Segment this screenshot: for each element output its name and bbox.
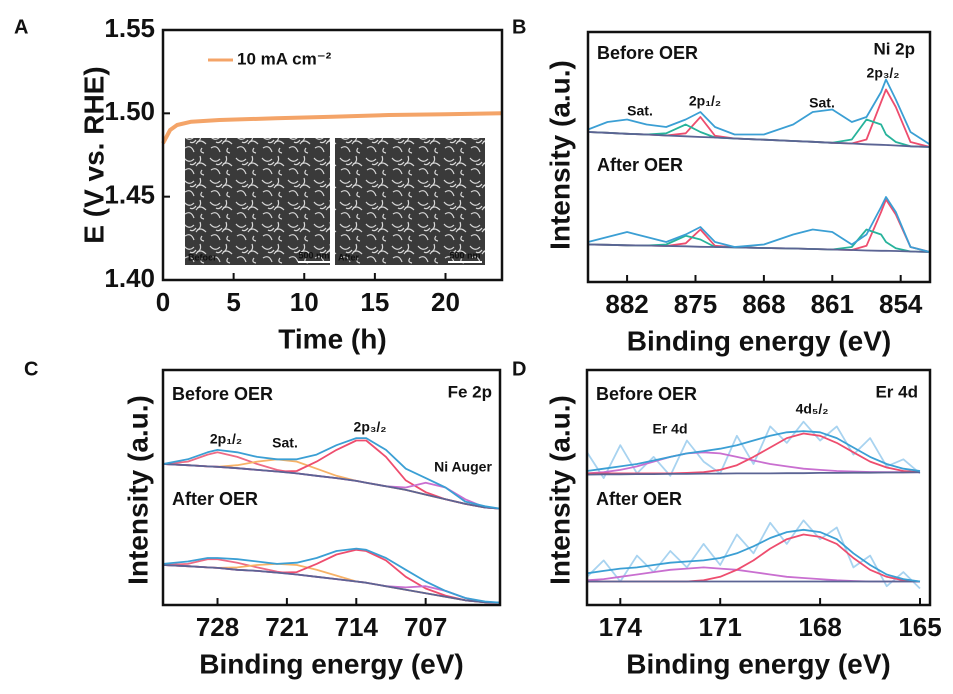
annotation: Before OER — [597, 43, 698, 63]
series-line — [162, 547, 501, 604]
annotation: Fe 2p — [448, 382, 492, 401]
series-line — [586, 471, 921, 476]
x-axis-label: Binding energy (eV) — [199, 648, 463, 679]
series-line — [586, 519, 921, 590]
series-line — [586, 420, 921, 479]
panel-label: A — [14, 16, 28, 38]
plot-frame — [586, 30, 932, 284]
x-tick-label: 882 — [605, 289, 648, 319]
plot-frame — [161, 368, 502, 607]
series-line — [587, 78, 931, 146]
annotation: Er 4d — [652, 421, 687, 437]
annotation: After OER — [596, 489, 682, 509]
x-tick-label: 174 — [599, 612, 643, 642]
annotation: 500 nm — [298, 250, 329, 260]
annotation: After OER — [597, 155, 683, 175]
legend-label: 10 mA cm⁻² — [237, 49, 332, 68]
y-axis-label: Intensity (a.u.) — [122, 395, 153, 585]
y-axis-label: E (V vs. RHE) — [78, 66, 109, 243]
annotation: 2p₃/₂ — [867, 65, 900, 81]
series-line — [586, 528, 921, 583]
x-tick-label: 10 — [290, 287, 319, 317]
y-tick-label: 1.40 — [104, 263, 155, 293]
x-tick-label: 165 — [898, 612, 941, 642]
x-axis-label: Binding energy (eV) — [627, 325, 891, 356]
annotation: After OER — [172, 489, 258, 509]
y-axis-label: Intensity (a.u.) — [544, 60, 575, 250]
annotation: Ni Auger — [434, 459, 492, 475]
x-tick-label: 15 — [360, 287, 389, 317]
x-tick-label: 714 — [335, 612, 379, 642]
sem-image-after — [335, 138, 485, 265]
annotation: Before OER — [596, 384, 697, 404]
series-line — [587, 131, 931, 148]
annotation: Er 4d — [875, 382, 918, 401]
series-line — [587, 243, 931, 253]
annotation: 4d₅/₂ — [796, 401, 829, 417]
x-tick-label: 0 — [156, 287, 170, 317]
series-line — [587, 118, 931, 148]
y-tick-label: 1.45 — [104, 180, 155, 210]
series-line — [162, 564, 501, 604]
panel-label: C — [24, 358, 38, 380]
x-tick-label: 875 — [674, 289, 717, 319]
annotation: Before OER — [172, 384, 273, 404]
x-tick-label: 728 — [196, 612, 239, 642]
y-tick-label: 1.55 — [104, 13, 155, 43]
series-line — [162, 463, 501, 510]
x-tick-label: 168 — [798, 612, 841, 642]
annotation: Sat. — [809, 95, 835, 111]
series-line — [161, 111, 503, 145]
panel-label: D — [512, 358, 526, 380]
x-tick-label: 707 — [404, 612, 447, 642]
annotation: Sat. — [627, 103, 653, 119]
panel-label: B — [512, 16, 526, 38]
series-line — [586, 430, 921, 472]
annotation: 500 nm — [449, 250, 480, 260]
series-line — [162, 437, 501, 510]
annotation: After — [338, 252, 359, 262]
series-line — [587, 196, 931, 253]
y-axis-label: Intensity (a.u.) — [544, 395, 575, 585]
x-axis-label: Time (h) — [278, 323, 386, 354]
plot-frame — [161, 28, 504, 282]
x-tick-label: 171 — [699, 612, 742, 642]
x-tick-label: 868 — [742, 289, 785, 319]
annotation: 2p₁/₂ — [689, 93, 721, 109]
y-tick-label: 1.50 — [104, 96, 155, 126]
x-tick-label: 5 — [226, 287, 240, 317]
annotation: 2p₃/₂ — [354, 419, 387, 435]
x-axis-label: Binding energy (eV) — [626, 648, 890, 679]
sem-image-before — [185, 138, 330, 265]
x-tick-label: 721 — [265, 612, 308, 642]
x-tick-label: 861 — [811, 289, 854, 319]
x-tick-label: 854 — [879, 289, 923, 319]
annotation: Ni 2p — [873, 39, 915, 58]
annotation: 2p₁/₂ — [210, 431, 242, 447]
x-tick-label: 20 — [431, 287, 460, 317]
annotation: Sat. — [272, 435, 298, 451]
plot-frame — [585, 368, 932, 607]
annotation: Befoer — [188, 252, 217, 262]
